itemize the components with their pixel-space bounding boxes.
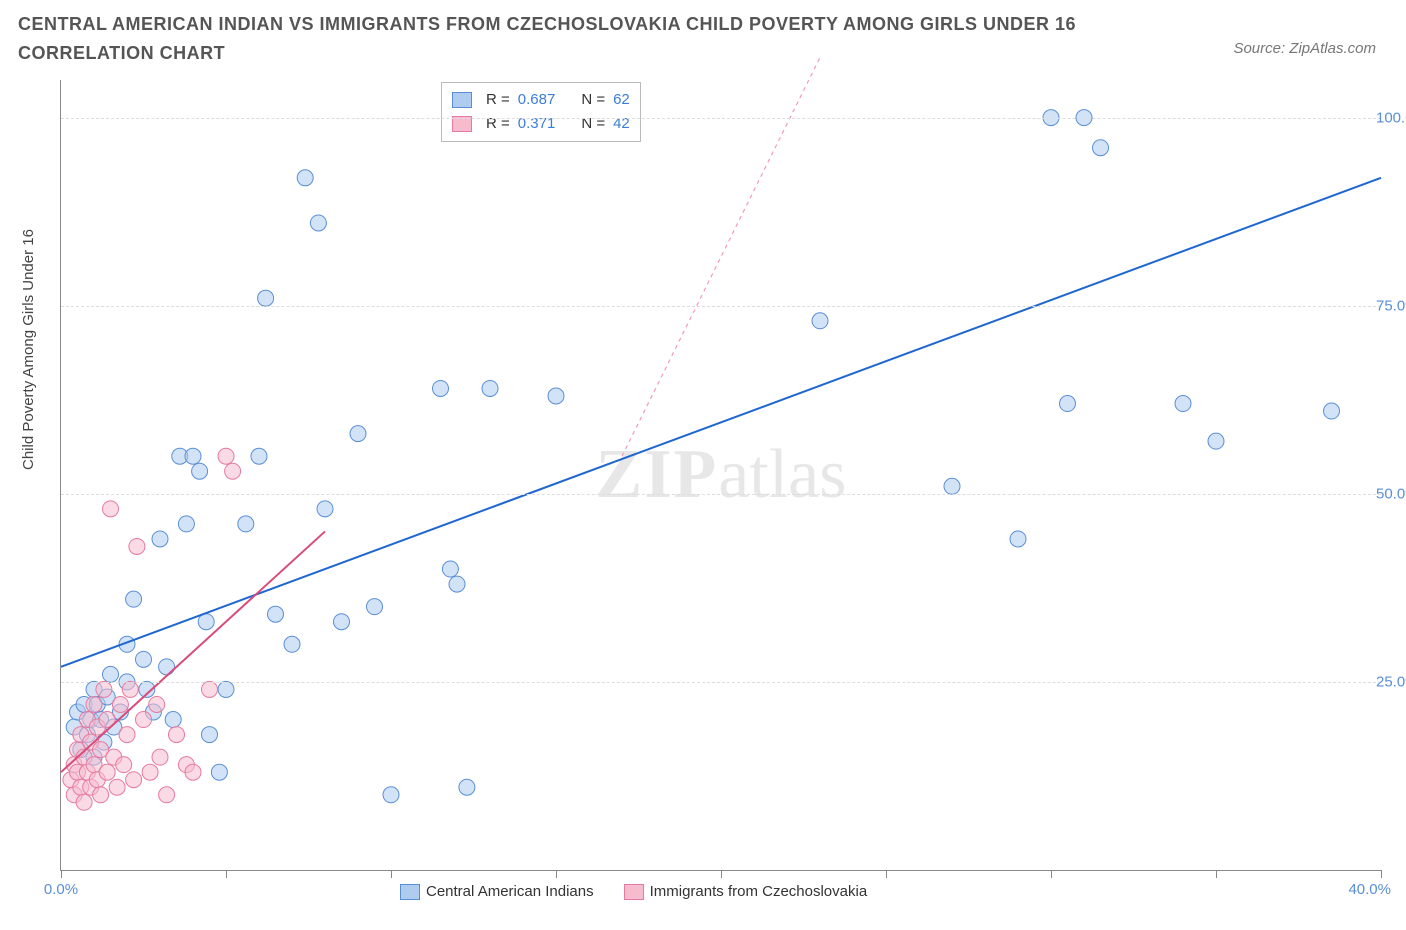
series-legend-item: Central American Indians xyxy=(400,883,594,900)
legend-n-value: 42 xyxy=(613,112,630,136)
legend-swatch xyxy=(624,884,644,900)
series-legend-label: Central American Indians xyxy=(426,883,594,900)
series-legend-label: Immigrants from Czechoslovakia xyxy=(650,883,868,900)
correlation-legend: R = 0.687 N = 62 R = 0.371 N = 42 xyxy=(441,82,641,142)
y-tick-label: 75.0% xyxy=(1376,297,1406,314)
gridline-h xyxy=(61,494,1381,495)
plot-area: ZIPatlas R =0.687N =62R =0.371N =42 25.0… xyxy=(60,80,1381,871)
x-tick xyxy=(1051,870,1052,878)
chart-svg xyxy=(61,80,1381,870)
x-tick xyxy=(556,870,557,878)
legend-n-value: 62 xyxy=(613,88,630,112)
legend-swatch xyxy=(452,92,472,108)
legend-r-value: 0.371 xyxy=(518,112,556,136)
series-legend-item: Immigrants from Czechoslovakia xyxy=(624,883,868,900)
x-tick-label: 40.0% xyxy=(1348,881,1391,898)
series-legend: Central American Indians Immigrants from … xyxy=(400,883,867,900)
legend-n-label: N = xyxy=(581,112,605,136)
y-axis-label: Child Poverty Among Girls Under 16 xyxy=(20,229,37,470)
x-tick xyxy=(721,870,722,878)
correlation-legend-row: R = 0.687 N = 62 xyxy=(452,88,630,112)
gridline-h xyxy=(61,118,1381,119)
y-tick-label: 50.0% xyxy=(1376,485,1406,502)
gridline-h xyxy=(61,682,1381,683)
y-tick-label: 100.0% xyxy=(1376,109,1406,126)
x-tick xyxy=(61,870,62,878)
x-tick xyxy=(391,870,392,878)
correlation-legend-row: R = 0.371 N = 42 xyxy=(452,112,630,136)
x-tick xyxy=(226,870,227,878)
x-tick xyxy=(1216,870,1217,878)
x-tick xyxy=(886,870,887,878)
legend-swatch xyxy=(400,884,420,900)
x-tick-label: 0.0% xyxy=(44,881,78,898)
legend-r-label: R = xyxy=(486,112,510,136)
gridline-h xyxy=(61,306,1381,307)
y-tick-label: 25.0% xyxy=(1376,673,1406,690)
legend-n-label: N = xyxy=(581,88,605,112)
legend-r-value: 0.687 xyxy=(518,88,556,112)
chart-title: CENTRAL AMERICAN INDIAN VS IMMIGRANTS FR… xyxy=(18,10,1118,68)
source-attribution: Source: ZipAtlas.com xyxy=(1233,40,1376,57)
x-tick xyxy=(1381,870,1382,878)
legend-r-label: R = xyxy=(486,88,510,112)
chart-container: CENTRAL AMERICAN INDIAN VS IMMIGRANTS FR… xyxy=(0,0,1406,930)
